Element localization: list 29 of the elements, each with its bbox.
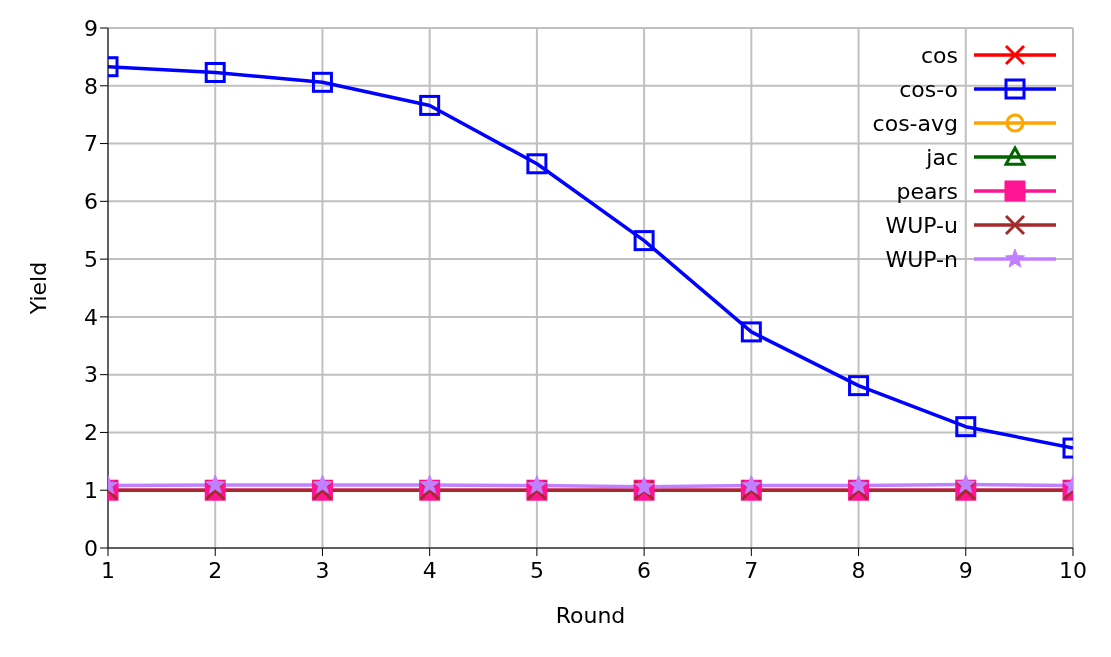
x-tick-label: 3	[315, 557, 330, 583]
x-tick-label: 10	[1059, 557, 1087, 583]
y-tick-label: 4	[84, 304, 98, 330]
y-tick-label: 1	[84, 478, 98, 504]
legend-label: WUP-n	[885, 246, 958, 272]
y-tick-label: 0	[84, 535, 98, 561]
x-tick-label: 5	[529, 557, 544, 583]
y-tick-label: 3	[84, 362, 98, 388]
x-tick-label: 2	[208, 557, 223, 583]
y-tick-label: 2	[84, 420, 98, 446]
x-tick-label: 6	[637, 557, 652, 583]
legend-label: cos	[920, 42, 958, 68]
x-tick-label: 8	[851, 557, 866, 583]
legend-label: cos-avg	[872, 110, 958, 136]
y-tick-label: 6	[84, 189, 98, 215]
x-tick-label: 1	[101, 557, 115, 583]
x-axis-title: Round	[555, 603, 626, 628]
y-axis-title: Yield	[25, 261, 51, 316]
legend-label: jac	[926, 144, 958, 170]
y-tick-label: 9	[84, 15, 98, 41]
x-tick-label: 4	[422, 557, 437, 583]
legend-label: pears	[896, 178, 958, 204]
y-tick-label: 5	[84, 246, 98, 272]
x-tick-label: 7	[744, 557, 759, 583]
y-tick-label: 7	[84, 131, 98, 157]
legend-label: WUP-u	[885, 212, 958, 238]
y-tick-label: 8	[84, 73, 98, 99]
x-tick-label: 9	[958, 557, 973, 583]
legend-label: cos-o	[899, 76, 958, 102]
